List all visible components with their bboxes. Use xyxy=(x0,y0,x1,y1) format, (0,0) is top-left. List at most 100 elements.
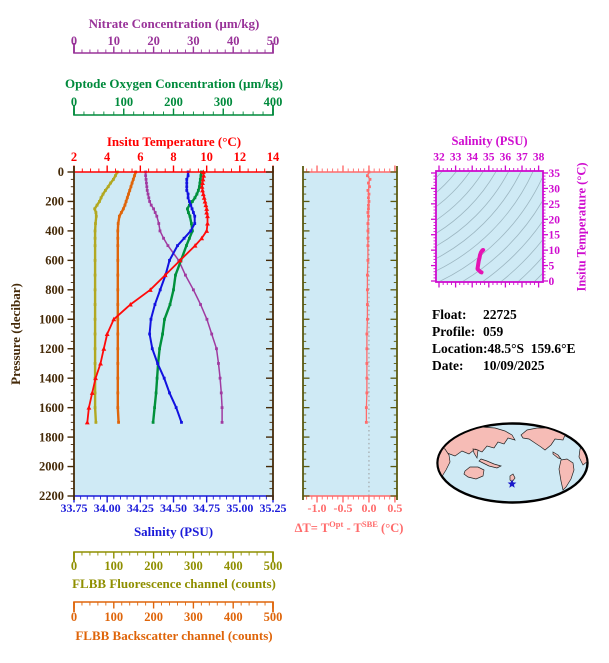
svg-text:15: 15 xyxy=(549,230,561,242)
svg-text:200: 200 xyxy=(45,195,64,209)
fluorescence-curve xyxy=(93,170,119,424)
svg-text:40: 40 xyxy=(227,34,240,48)
svg-text:6: 6 xyxy=(137,150,143,164)
svg-text:20: 20 xyxy=(147,34,160,48)
svg-text:25: 25 xyxy=(549,199,561,211)
delta-t-top-axis xyxy=(302,165,398,173)
svg-text:100: 100 xyxy=(104,559,123,573)
fluorescence-axis-title: FLBB Fluorescence channel (counts) xyxy=(72,576,276,591)
ts-salinity-axis-title: Salinity (PSU) xyxy=(451,134,528,148)
svg-text:35: 35 xyxy=(483,152,495,164)
svg-text:200: 200 xyxy=(144,610,163,624)
location-row: Location:48.5°S 159.6°E xyxy=(432,340,576,357)
temperature-axis: 2 4 6 8 10 12 14 xyxy=(71,150,280,173)
svg-text:-1.0: -1.0 xyxy=(308,501,327,515)
svg-text:10: 10 xyxy=(549,245,561,257)
svg-text:35.00: 35.00 xyxy=(226,501,253,515)
date-value: 10/09/2025 xyxy=(483,358,545,373)
delta-t-title-part: ΔT= T xyxy=(294,521,330,536)
svg-text:0: 0 xyxy=(71,559,77,573)
svg-text:400: 400 xyxy=(45,224,64,238)
nitrate-axis-title: Nitrate Concentration (µm/kg) xyxy=(88,16,260,31)
delta-t-plot: -1.0 -0.5 0.0 0.5 xyxy=(302,165,402,515)
ts-temperature-axis-title: Insitu Temperature (°C) xyxy=(574,162,589,292)
date-row: Date: 10/09/2025 xyxy=(432,357,576,374)
pressure-axis-title: Pressure (decibar) xyxy=(8,283,23,385)
delta-t-title-part: (°C) xyxy=(377,521,404,536)
svg-text:300: 300 xyxy=(184,610,203,624)
svg-text:100: 100 xyxy=(114,95,133,109)
float-id-value: 22725 xyxy=(483,307,517,322)
svg-text:1200: 1200 xyxy=(39,342,64,356)
location-value: 48.5°S 159.6°E xyxy=(487,341,576,356)
svg-text:34.50: 34.50 xyxy=(160,501,187,515)
svg-text:38: 38 xyxy=(533,152,545,164)
profile-number-value: 059 xyxy=(483,324,504,339)
oxygen-scale-bar: 0 100 200 300 400 xyxy=(71,95,283,116)
svg-text:4: 4 xyxy=(104,150,111,164)
float-location-star xyxy=(507,479,517,488)
svg-text:10: 10 xyxy=(108,34,121,48)
svg-text:0.0: 0.0 xyxy=(361,501,376,515)
svg-text:8: 8 xyxy=(170,150,176,164)
ts-curve xyxy=(475,248,486,275)
profile-number-label: Profile: xyxy=(432,324,476,339)
svg-text:35: 35 xyxy=(549,168,561,180)
nitrate-scale-bar: 0 10 20 30 40 50 xyxy=(71,34,279,54)
svg-text:2: 2 xyxy=(71,150,77,164)
svg-text:34.75: 34.75 xyxy=(193,501,220,515)
svg-text:0: 0 xyxy=(58,165,64,179)
float-info-block: Float: 22725 Profile: 059 Location:48.5°S … xyxy=(432,306,576,374)
svg-text:5: 5 xyxy=(549,261,555,273)
svg-text:200: 200 xyxy=(144,559,163,573)
delta-t-curve xyxy=(364,170,372,424)
svg-text:32: 32 xyxy=(433,152,445,164)
svg-text:30: 30 xyxy=(549,183,561,195)
ts-diagram: 32 33 34 35 36 37 38 0 5 10 15 20 25 30 35 xyxy=(431,152,561,288)
temperature-curve xyxy=(84,169,210,425)
fluorescence-scale-bar: 0 100 200 300 400 500 xyxy=(71,551,283,573)
delta-t-title-sup-opt: Opt xyxy=(329,519,344,529)
svg-text:0: 0 xyxy=(71,34,77,48)
svg-text:0: 0 xyxy=(549,276,555,288)
svg-text:300: 300 xyxy=(214,95,233,109)
svg-text:1800: 1800 xyxy=(39,430,64,444)
delta-t-bottom-axis: -1.0 -0.5 0.0 0.5 xyxy=(302,495,402,515)
profile-number-row: Profile: 059 xyxy=(432,323,576,340)
svg-text:33.75: 33.75 xyxy=(61,501,88,515)
float-id-row: Float: 22725 xyxy=(432,306,576,323)
svg-text:1600: 1600 xyxy=(39,401,64,415)
svg-text:400: 400 xyxy=(224,559,243,573)
svg-text:10: 10 xyxy=(200,150,213,164)
salinity-axis: 33.75 34.00 34.25 34.50 34.75 35.00 35.25 xyxy=(61,495,287,515)
svg-text:20: 20 xyxy=(549,214,561,226)
pressure-axis: 0 200 400 600 800 1000 1200 1400 1600 1800 2000 220… xyxy=(39,165,274,503)
delta-t-title-sup-sbe: SBE xyxy=(361,519,378,529)
svg-text:34.00: 34.00 xyxy=(94,501,121,515)
nitrate-curve xyxy=(144,170,224,424)
svg-text:600: 600 xyxy=(45,254,64,268)
svg-text:500: 500 xyxy=(264,559,283,573)
svg-text:400: 400 xyxy=(224,610,243,624)
backscatter-curve xyxy=(116,170,138,424)
location-label: Location: xyxy=(432,341,488,356)
svg-text:2200: 2200 xyxy=(39,489,64,503)
svg-text:500: 500 xyxy=(264,610,283,624)
svg-text:300: 300 xyxy=(184,559,203,573)
svg-text:-0.5: -0.5 xyxy=(333,501,352,515)
main-profile-plot: 2 4 6 8 10 12 14 33.75 34.00 34.25 34.50 34.75 35.00… xyxy=(39,150,287,515)
svg-text:200: 200 xyxy=(164,95,183,109)
svg-text:30: 30 xyxy=(187,34,200,48)
svg-text:1000: 1000 xyxy=(39,312,64,326)
oxygen-axis-title: Optode Oxygen Concentration (µm/kg) xyxy=(64,76,283,91)
svg-text:12: 12 xyxy=(234,150,247,164)
svg-text:34.25: 34.25 xyxy=(127,501,154,515)
svg-text:2000: 2000 xyxy=(39,460,64,474)
svg-text:35.25: 35.25 xyxy=(260,501,287,515)
svg-text:400: 400 xyxy=(264,95,283,109)
delta-t-title-part: - T xyxy=(343,521,362,536)
backscatter-scale-bar: 0 100 200 300 400 500 xyxy=(71,601,283,624)
svg-text:100: 100 xyxy=(104,610,123,624)
